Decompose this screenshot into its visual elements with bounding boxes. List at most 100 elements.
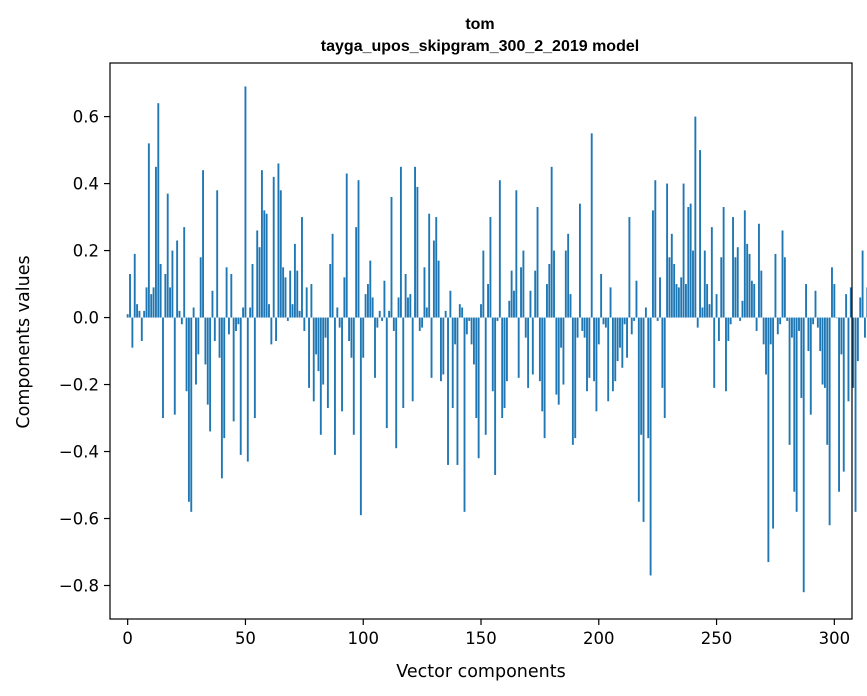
bar <box>795 317 798 512</box>
bar <box>369 260 372 318</box>
bar <box>169 287 171 318</box>
bar <box>821 317 824 385</box>
bar <box>154 166 157 318</box>
bar <box>199 257 202 318</box>
bar <box>397 297 400 318</box>
bar <box>600 274 603 318</box>
bar <box>628 217 631 318</box>
bar <box>593 317 595 382</box>
bar <box>557 317 560 405</box>
bar <box>861 250 864 318</box>
bar <box>543 317 546 439</box>
bar <box>336 307 339 318</box>
bar <box>404 274 407 318</box>
bar <box>298 310 301 318</box>
bar <box>703 250 706 318</box>
bar <box>331 233 334 318</box>
bar <box>760 270 763 318</box>
bar <box>265 213 268 318</box>
bar <box>432 240 435 318</box>
bar <box>847 317 850 402</box>
bar <box>567 233 570 318</box>
bar <box>376 317 379 328</box>
bar <box>498 180 501 318</box>
bar <box>524 317 527 338</box>
bar <box>798 317 800 331</box>
bar <box>840 317 843 355</box>
bar <box>812 317 815 325</box>
bar <box>727 317 730 341</box>
bar <box>534 270 537 318</box>
bar <box>623 317 626 325</box>
bar <box>381 317 383 321</box>
bar <box>388 310 391 318</box>
bar <box>725 317 727 392</box>
bar <box>802 317 805 593</box>
bar <box>399 166 402 318</box>
bar <box>578 203 581 318</box>
bar <box>527 317 530 388</box>
bar <box>753 284 756 318</box>
bar <box>315 317 318 355</box>
chart-subtitle: tayga_upos_skipgram_300_2_2019 model <box>321 38 639 55</box>
y-tick-label: −0.8 <box>59 577 99 596</box>
bar <box>489 217 492 318</box>
bar <box>790 317 793 338</box>
bar <box>838 317 840 492</box>
bar <box>701 307 704 318</box>
bar <box>263 210 266 318</box>
bar <box>765 317 767 375</box>
bar <box>595 317 598 412</box>
bar <box>776 317 779 335</box>
bar <box>692 250 694 318</box>
bar <box>131 317 134 348</box>
bar <box>256 230 259 318</box>
bar <box>355 227 358 318</box>
bar <box>781 230 784 318</box>
bar <box>484 317 487 435</box>
bar <box>722 207 725 318</box>
bar <box>291 304 294 318</box>
bar <box>586 317 588 392</box>
bar <box>185 317 188 392</box>
bar <box>673 263 676 318</box>
bar <box>637 317 640 502</box>
bar <box>378 310 381 318</box>
bar <box>689 203 692 318</box>
bar <box>831 267 833 318</box>
bar <box>385 317 388 429</box>
bar <box>828 317 831 526</box>
bar <box>447 317 449 465</box>
bar <box>157 103 160 318</box>
bar <box>835 317 838 319</box>
bar <box>684 284 687 318</box>
bar <box>159 263 162 318</box>
bar <box>162 317 164 419</box>
bar <box>755 317 758 331</box>
bar <box>183 227 186 318</box>
bar <box>463 317 466 512</box>
bar <box>656 317 659 321</box>
bar <box>228 317 230 335</box>
bar <box>560 317 563 348</box>
bar <box>407 297 409 318</box>
bar <box>494 317 497 475</box>
bar <box>720 257 723 318</box>
bar <box>833 284 836 318</box>
bar <box>741 300 744 318</box>
bar <box>788 317 791 445</box>
bar <box>783 257 786 318</box>
bar <box>553 250 555 318</box>
bar <box>800 317 803 398</box>
bar <box>736 247 739 318</box>
bar <box>609 287 612 318</box>
bar <box>260 170 263 318</box>
bar <box>482 250 485 318</box>
bar <box>816 317 819 328</box>
bar <box>675 284 678 318</box>
bar <box>129 274 131 318</box>
bar <box>268 304 270 318</box>
bar <box>583 317 586 338</box>
bar <box>395 317 398 449</box>
bar <box>708 304 711 318</box>
